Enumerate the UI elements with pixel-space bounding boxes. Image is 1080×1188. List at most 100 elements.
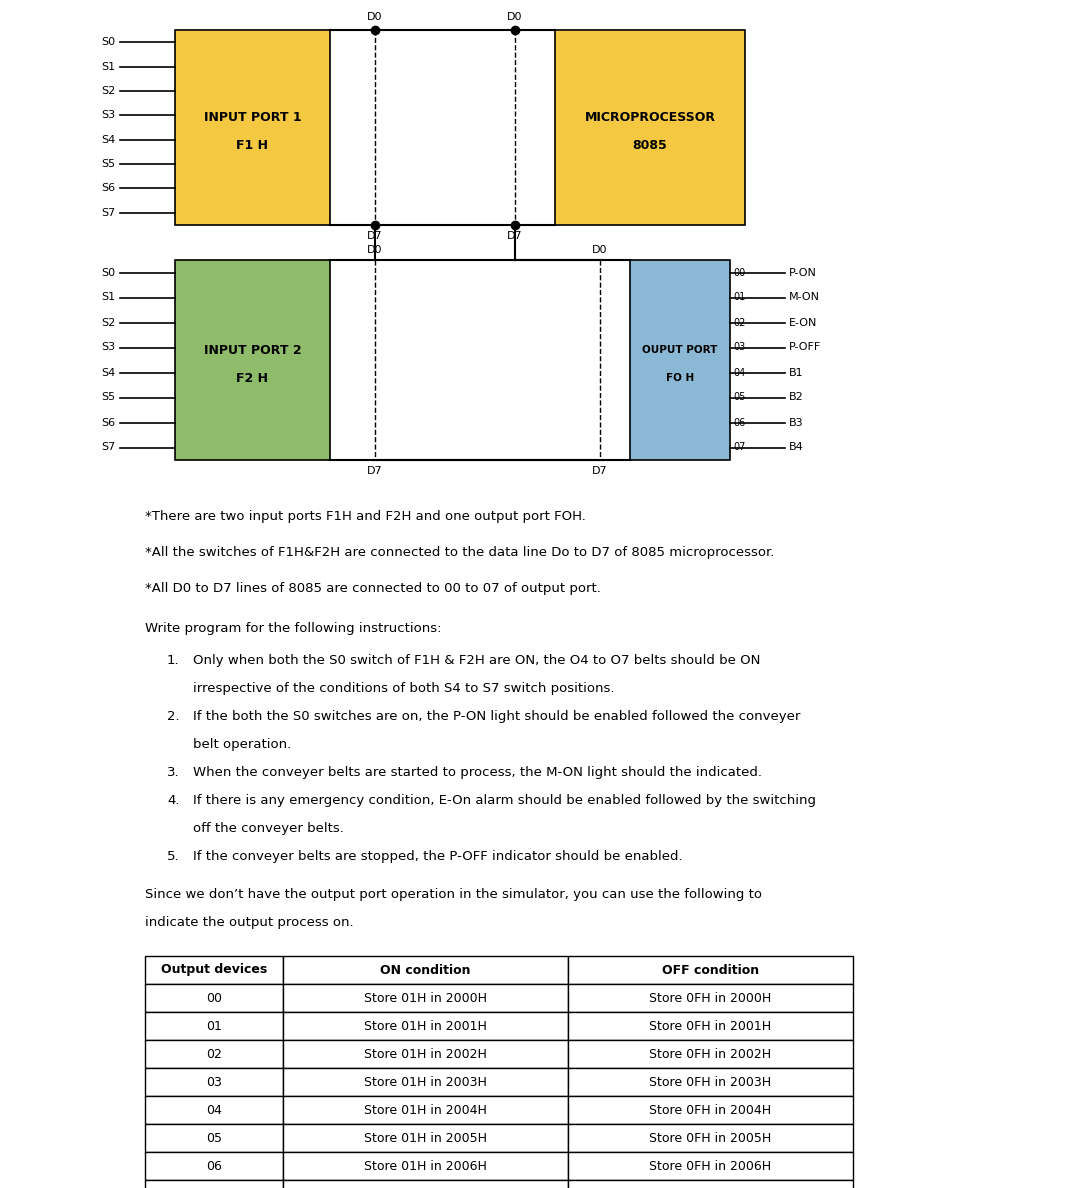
Bar — [145, 1097, 283, 1124]
Text: Store 0FH in 2006H: Store 0FH in 2006H — [649, 1159, 771, 1173]
Text: Store 01H in 2002H: Store 01H in 2002H — [364, 1048, 487, 1061]
Text: Since we don’t have the output port operation in the simulator, you can use the : Since we don’t have the output port oper… — [145, 887, 762, 901]
Text: *All the switches of F1H&F2H are connected to the data line Do to D7 of 8085 mic: *All the switches of F1H&F2H are connect… — [145, 546, 774, 560]
Text: 3.: 3. — [167, 766, 179, 779]
Text: Store 01H in 2005H: Store 01H in 2005H — [364, 1131, 487, 1144]
Text: S6: S6 — [100, 183, 114, 194]
Text: belt operation.: belt operation. — [193, 738, 292, 751]
Text: 05: 05 — [206, 1131, 222, 1144]
Text: S1: S1 — [100, 62, 114, 71]
Text: 5.: 5. — [167, 849, 179, 862]
Text: S0: S0 — [100, 267, 114, 278]
Text: D0: D0 — [367, 12, 382, 23]
Text: S2: S2 — [100, 86, 114, 96]
Text: If the both the S0 switches are on, the P-ON light should be enabled followed th: If the both the S0 switches are on, the … — [193, 710, 800, 723]
Text: 04: 04 — [733, 367, 745, 378]
Text: M-ON: M-ON — [789, 292, 820, 303]
Text: B4: B4 — [789, 442, 804, 453]
Text: 1.: 1. — [167, 655, 179, 666]
Text: irrespective of the conditions of both S4 to S7 switch positions.: irrespective of the conditions of both S… — [193, 682, 615, 695]
Text: P-ON: P-ON — [789, 267, 816, 278]
Bar — [145, 956, 283, 984]
Text: 4.: 4. — [167, 794, 179, 807]
Bar — [568, 1180, 853, 1188]
Bar — [145, 1180, 283, 1188]
Bar — [145, 1012, 283, 1040]
Bar — [145, 984, 283, 1012]
Text: Store 0FH in 2001H: Store 0FH in 2001H — [649, 1019, 771, 1032]
Text: F2 H: F2 H — [237, 372, 269, 385]
Text: S3: S3 — [100, 342, 114, 353]
Text: MICROPROCESSOR: MICROPROCESSOR — [584, 110, 715, 124]
Bar — [283, 1068, 568, 1097]
Bar — [568, 1124, 853, 1152]
Text: 00: 00 — [206, 992, 222, 1005]
Text: 07: 07 — [733, 442, 745, 453]
Text: E-ON: E-ON — [789, 317, 818, 328]
Bar — [283, 1180, 568, 1188]
Bar — [568, 1040, 853, 1068]
Bar — [283, 1040, 568, 1068]
Bar — [568, 984, 853, 1012]
Text: S7: S7 — [100, 208, 114, 217]
Text: 06: 06 — [206, 1159, 221, 1173]
Text: Store 0FH in 2004H: Store 0FH in 2004H — [649, 1104, 771, 1117]
Text: D7: D7 — [592, 466, 608, 476]
Text: 03: 03 — [733, 342, 745, 353]
Text: OFF condition: OFF condition — [662, 963, 759, 977]
Text: D7: D7 — [367, 466, 382, 476]
Text: 01: 01 — [733, 292, 745, 303]
Bar — [145, 1152, 283, 1180]
Bar — [568, 1152, 853, 1180]
Text: P-OFF: P-OFF — [789, 342, 821, 353]
Text: When the conveyer belts are started to process, the M-ON light should the indica: When the conveyer belts are started to p… — [193, 766, 762, 779]
Text: 02: 02 — [206, 1048, 221, 1061]
Text: S1: S1 — [100, 292, 114, 303]
Text: D7: D7 — [508, 230, 523, 241]
Text: Store 01H in 2003H: Store 01H in 2003H — [364, 1075, 487, 1088]
Text: S2: S2 — [100, 317, 114, 328]
Text: F1 H: F1 H — [237, 139, 269, 152]
Text: B2: B2 — [789, 392, 804, 403]
Bar — [145, 1124, 283, 1152]
Text: Store 0FH in 2000H: Store 0FH in 2000H — [649, 992, 771, 1005]
Text: Store 01H in 2006H: Store 01H in 2006H — [364, 1159, 487, 1173]
Text: S6: S6 — [100, 417, 114, 428]
Text: INPUT PORT 1: INPUT PORT 1 — [204, 110, 301, 124]
Text: B3: B3 — [789, 417, 804, 428]
Text: B1: B1 — [789, 367, 804, 378]
Text: Store 0FH in 2003H: Store 0FH in 2003H — [649, 1075, 771, 1088]
Text: Store 01H in 2004H: Store 01H in 2004H — [364, 1104, 487, 1117]
Bar — [145, 1068, 283, 1097]
Bar — [283, 1152, 568, 1180]
Text: S7: S7 — [100, 442, 114, 453]
Text: S4: S4 — [100, 367, 114, 378]
Text: ON condition: ON condition — [380, 963, 471, 977]
Bar — [283, 1097, 568, 1124]
Bar — [283, 1012, 568, 1040]
Text: Store 0FH in 2005H: Store 0FH in 2005H — [649, 1131, 771, 1144]
Text: 8085: 8085 — [633, 139, 667, 152]
Text: S3: S3 — [100, 110, 114, 120]
Text: 03: 03 — [206, 1075, 221, 1088]
Text: D0: D0 — [592, 245, 608, 255]
Bar — [145, 1040, 283, 1068]
Text: 05: 05 — [733, 392, 745, 403]
Text: 2.: 2. — [167, 710, 179, 723]
Text: D7: D7 — [367, 230, 382, 241]
Bar — [630, 260, 730, 460]
Text: INPUT PORT 2: INPUT PORT 2 — [204, 343, 301, 356]
Text: 06: 06 — [733, 417, 745, 428]
Text: 04: 04 — [206, 1104, 221, 1117]
Bar — [283, 956, 568, 984]
Text: Store 0FH in 2002H: Store 0FH in 2002H — [649, 1048, 771, 1061]
Text: *There are two input ports F1H and F2H and one output port FOH.: *There are two input ports F1H and F2H a… — [145, 510, 585, 523]
Text: off the conveyer belts.: off the conveyer belts. — [193, 822, 343, 835]
Text: Output devices: Output devices — [161, 963, 267, 977]
Text: Only when both the S0 switch of F1H & F2H are ON, the O4 to O7 belts should be O: Only when both the S0 switch of F1H & F2… — [193, 655, 760, 666]
Text: 02: 02 — [733, 317, 745, 328]
Text: Write program for the following instructions:: Write program for the following instruct… — [145, 623, 442, 636]
Text: S4: S4 — [100, 134, 114, 145]
Text: Store 01H in 2001H: Store 01H in 2001H — [364, 1019, 487, 1032]
Bar — [175, 30, 330, 225]
